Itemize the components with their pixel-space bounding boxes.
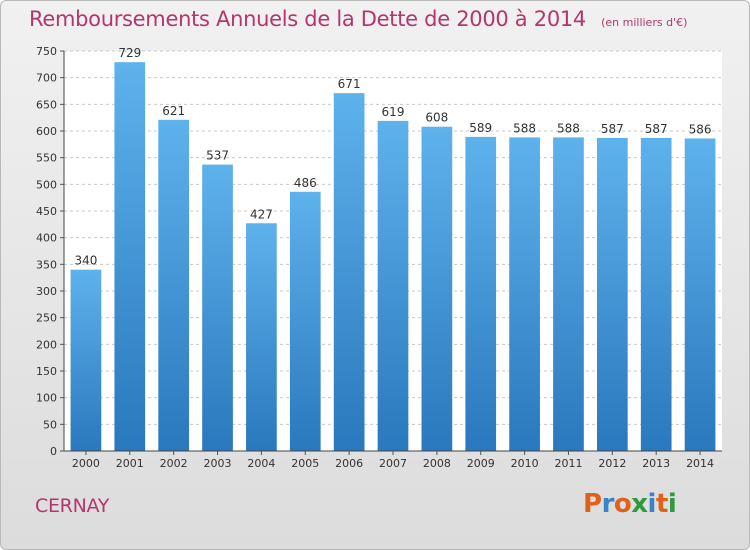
bar-value-label: 729 xyxy=(118,46,141,60)
bar-2012 xyxy=(596,137,628,451)
bar-value-label: 621 xyxy=(162,104,185,118)
bar-2008 xyxy=(421,126,453,451)
bar-2001 xyxy=(114,62,146,451)
x-tick-label: 2006 xyxy=(335,457,363,470)
y-tick-label: 500 xyxy=(36,178,57,191)
bar-value-label: 427 xyxy=(250,207,273,221)
bar-2009 xyxy=(465,136,497,451)
bar-2002 xyxy=(158,119,190,452)
title-row: Remboursements Annuels de la Dette de 20… xyxy=(29,7,687,31)
y-tick-label: 400 xyxy=(36,232,57,245)
y-tick-label: 650 xyxy=(36,98,57,111)
logo-letter: i xyxy=(647,489,657,519)
logo-letter: i xyxy=(667,489,677,519)
bar-value-label: 486 xyxy=(294,176,317,190)
y-tick-label: 300 xyxy=(36,285,57,298)
y-tick-label: 100 xyxy=(36,392,57,405)
logo-letter: P xyxy=(583,489,602,519)
x-tick-label: 2008 xyxy=(423,457,451,470)
y-tick-label: 200 xyxy=(36,338,57,351)
x-tick-label: 2011 xyxy=(554,457,582,470)
bar-value-label: 340 xyxy=(74,254,97,268)
y-tick-label: 750 xyxy=(36,45,57,58)
bar-2006 xyxy=(333,93,365,451)
bar-2000 xyxy=(70,269,102,451)
y-tick-label: 0 xyxy=(50,445,57,458)
y-tick-label: 50 xyxy=(43,418,57,431)
x-tick-label: 2002 xyxy=(160,457,188,470)
bar-value-label: 608 xyxy=(425,111,448,125)
x-tick-label: 2003 xyxy=(204,457,232,470)
bar-value-label: 619 xyxy=(382,105,405,119)
x-tick-label: 2014 xyxy=(686,457,714,470)
bar-2011 xyxy=(553,137,584,451)
logo-letter: t xyxy=(655,489,668,519)
y-tick-label: 250 xyxy=(36,312,57,325)
city-label: CERNAY xyxy=(35,495,110,517)
x-tick-label: 2010 xyxy=(511,457,539,470)
bar-2010 xyxy=(509,137,540,451)
logo-letter: r xyxy=(601,489,615,519)
bar-value-label: 589 xyxy=(469,121,492,135)
proxiti-logo: Proxiti xyxy=(583,489,677,519)
y-tick-label: 450 xyxy=(36,205,57,218)
bar-2013 xyxy=(640,137,672,451)
x-tick-label: 2013 xyxy=(642,457,670,470)
y-tick-label: 350 xyxy=(36,258,57,271)
bar-2014 xyxy=(684,138,716,451)
chart-title: Remboursements Annuels de la Dette de 20… xyxy=(29,7,586,31)
bar-value-label: 587 xyxy=(601,122,624,136)
y-tick-label: 600 xyxy=(36,125,57,138)
y-tick-label: 150 xyxy=(36,365,57,378)
x-tick-label: 2007 xyxy=(379,457,407,470)
y-tick-label: 550 xyxy=(36,152,57,165)
logo-letter: o xyxy=(613,489,632,519)
y-tick-label: 700 xyxy=(36,72,57,85)
bar-2004 xyxy=(246,223,277,451)
bar-2005 xyxy=(289,191,321,452)
x-tick-label: 2005 xyxy=(291,457,319,470)
bar-value-label: 588 xyxy=(557,121,580,135)
x-tick-label: 2012 xyxy=(598,457,626,470)
bar-2007 xyxy=(377,120,409,451)
bar-value-label: 537 xyxy=(206,149,229,163)
logo-letter: x xyxy=(631,489,648,519)
x-tick-label: 2000 xyxy=(72,457,100,470)
bar-value-label: 586 xyxy=(689,122,712,136)
x-tick-label: 2009 xyxy=(467,457,495,470)
bar-2003 xyxy=(202,164,233,451)
chart-subtitle: (en milliers d'€) xyxy=(601,16,688,29)
bar-value-label: 588 xyxy=(513,121,536,135)
x-tick-label: 2001 xyxy=(116,457,144,470)
bar-value-label: 587 xyxy=(645,122,668,136)
bar-value-label: 671 xyxy=(338,77,361,91)
x-tick-label: 2004 xyxy=(247,457,275,470)
